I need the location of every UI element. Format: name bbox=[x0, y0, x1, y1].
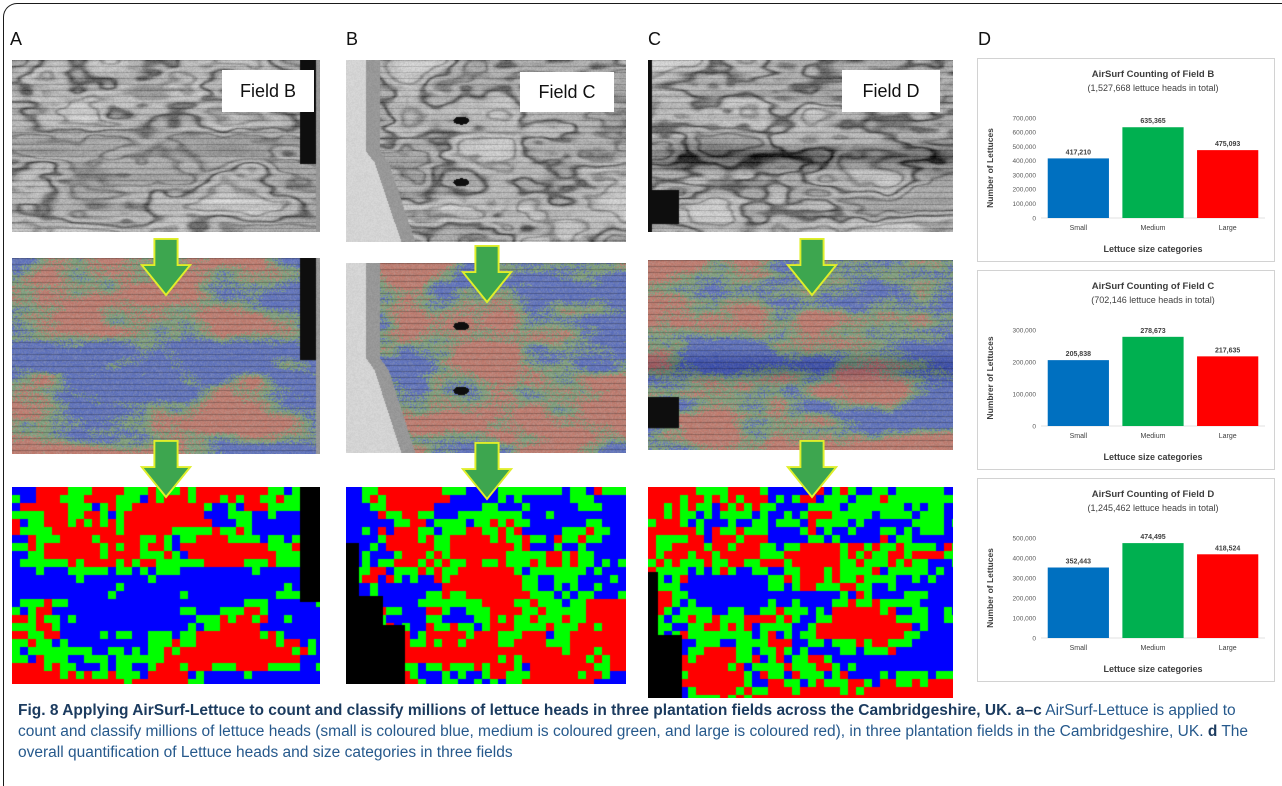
down-arrow-icon bbox=[460, 245, 514, 304]
y-tick-label: 300,000 bbox=[1013, 575, 1037, 582]
figure-frame bbox=[3, 3, 1282, 786]
field-c-chart-panel: AirSurf Counting of Field C (702,146 lett… bbox=[977, 270, 1275, 470]
x-axis-label: Lettuce size categories bbox=[1103, 664, 1202, 674]
bar-value-label: 352,443 bbox=[1066, 559, 1091, 566]
down-arrow-icon bbox=[139, 440, 193, 499]
caption-text-d: The overall quantification of Lettuce he… bbox=[18, 723, 1249, 761]
bar-value-label: 417,210 bbox=[1066, 149, 1091, 156]
field-b-chart-panel: AirSurf Counting of Field B (1,527,668 le… bbox=[977, 58, 1275, 262]
y-axis-label: Numbrer of Lettuces bbox=[985, 336, 995, 419]
caption-label-d: d bbox=[1207, 723, 1218, 740]
y-tick-label: 200,000 bbox=[1013, 187, 1037, 194]
panel-label-a: A bbox=[10, 29, 23, 49]
y-tick-label: 100,000 bbox=[1013, 615, 1037, 622]
field-c-classification-map bbox=[346, 487, 626, 684]
field-d-chart-panel: AirSurf Counting of Field D (1,245,462 le… bbox=[977, 478, 1275, 682]
chart-title: AirSurf Counting of Field B bbox=[1092, 69, 1215, 80]
y-tick-label: 0 bbox=[1032, 215, 1036, 222]
category-label: Medium bbox=[1141, 225, 1166, 232]
field-d-size-heatmap bbox=[648, 260, 953, 450]
bar-small bbox=[1047, 360, 1109, 426]
x-axis-label: Lettuce size categories bbox=[1103, 452, 1202, 462]
y-tick-label: 400,000 bbox=[1013, 555, 1037, 562]
y-tick-label: 500,000 bbox=[1013, 535, 1037, 542]
category-label: Small bbox=[1070, 645, 1088, 652]
field-b-classification-map bbox=[12, 487, 320, 684]
field-b-count-bar-chart: AirSurf Counting of Field B (1,527,668 le… bbox=[985, 69, 1265, 254]
y-tick-label: 700,000 bbox=[1013, 115, 1037, 122]
chart-subtitle: (1,527,668 lettuce heads in total) bbox=[1087, 83, 1218, 93]
y-tick-label: 0 bbox=[1032, 423, 1036, 430]
category-label: Large bbox=[1219, 225, 1237, 232]
category-label: Large bbox=[1219, 433, 1237, 440]
chart-title: AirSurf Counting of Field D bbox=[1092, 489, 1215, 500]
y-tick-label: 100,000 bbox=[1013, 201, 1037, 208]
y-tick-label: 200,000 bbox=[1013, 359, 1037, 366]
bar-value-label: 418,524 bbox=[1215, 545, 1240, 552]
category-label: Large bbox=[1219, 645, 1237, 652]
caption-label-ac: a–c bbox=[1015, 702, 1042, 719]
figure-caption: Fig. 8 Applying AirSurf-Lettuce to count… bbox=[18, 700, 1276, 763]
field-c-label: Field C bbox=[520, 72, 614, 112]
category-label: Small bbox=[1070, 433, 1088, 440]
chart-subtitle: (1,245,462 lettuce heads in total) bbox=[1087, 503, 1218, 513]
x-axis-label: Lettuce size categories bbox=[1103, 244, 1202, 254]
y-tick-label: 200,000 bbox=[1013, 595, 1037, 602]
field-d-classification-map bbox=[648, 487, 953, 698]
down-arrow-icon bbox=[785, 238, 839, 297]
bar-small bbox=[1047, 567, 1109, 638]
bar-medium bbox=[1122, 543, 1184, 638]
y-tick-label: 300,000 bbox=[1013, 172, 1037, 179]
y-axis-label: Number of Lettuces bbox=[985, 128, 995, 208]
bar-large bbox=[1197, 554, 1259, 638]
bar-value-label: 217,635 bbox=[1215, 347, 1240, 354]
chart-title: AirSurf Counting of Field C bbox=[1092, 281, 1215, 292]
bar-value-label: 474,495 bbox=[1140, 534, 1165, 541]
field-c-count-bar-chart: AirSurf Counting of Field C (702,146 lett… bbox=[985, 281, 1265, 462]
bar-large bbox=[1197, 150, 1259, 218]
category-label: Small bbox=[1070, 225, 1088, 232]
y-tick-label: 300,000 bbox=[1013, 327, 1037, 334]
caption-title: Fig. 8 Applying AirSurf-Lettuce to count… bbox=[18, 702, 1012, 719]
down-arrow-icon bbox=[139, 238, 193, 297]
y-tick-label: 0 bbox=[1032, 635, 1036, 642]
bar-value-label: 635,365 bbox=[1140, 118, 1165, 125]
y-tick-label: 100,000 bbox=[1013, 391, 1037, 398]
panel-label-d: D bbox=[978, 29, 991, 49]
panel-label-b: B bbox=[346, 29, 359, 49]
bar-value-label: 205,838 bbox=[1066, 351, 1091, 358]
y-tick-label: 500,000 bbox=[1013, 144, 1037, 151]
field-b-label: Field B bbox=[222, 70, 314, 112]
category-label: Medium bbox=[1141, 645, 1166, 652]
caption-text-ac: AirSurf-Lettuce is applied to count and … bbox=[18, 702, 1236, 740]
bar-medium bbox=[1122, 336, 1184, 426]
panel-label-c: C bbox=[648, 29, 661, 49]
field-d-label: Field D bbox=[842, 70, 940, 112]
y-tick-label: 400,000 bbox=[1013, 158, 1037, 165]
down-arrow-icon bbox=[460, 442, 514, 501]
bar-small bbox=[1047, 158, 1109, 218]
bar-value-label: 278,673 bbox=[1140, 328, 1165, 335]
category-label: Medium bbox=[1141, 433, 1166, 440]
chart-subtitle: (702,146 lettuce heads in total) bbox=[1091, 295, 1215, 305]
bar-medium bbox=[1122, 127, 1184, 218]
down-arrow-icon bbox=[785, 440, 839, 499]
y-tick-label: 600,000 bbox=[1013, 130, 1037, 137]
field-d-count-bar-chart: AirSurf Counting of Field D (1,245,462 le… bbox=[985, 489, 1265, 674]
y-axis-label: Number of Lettuces bbox=[985, 548, 995, 628]
bar-value-label: 475,093 bbox=[1215, 141, 1240, 148]
bar-large bbox=[1197, 356, 1259, 426]
